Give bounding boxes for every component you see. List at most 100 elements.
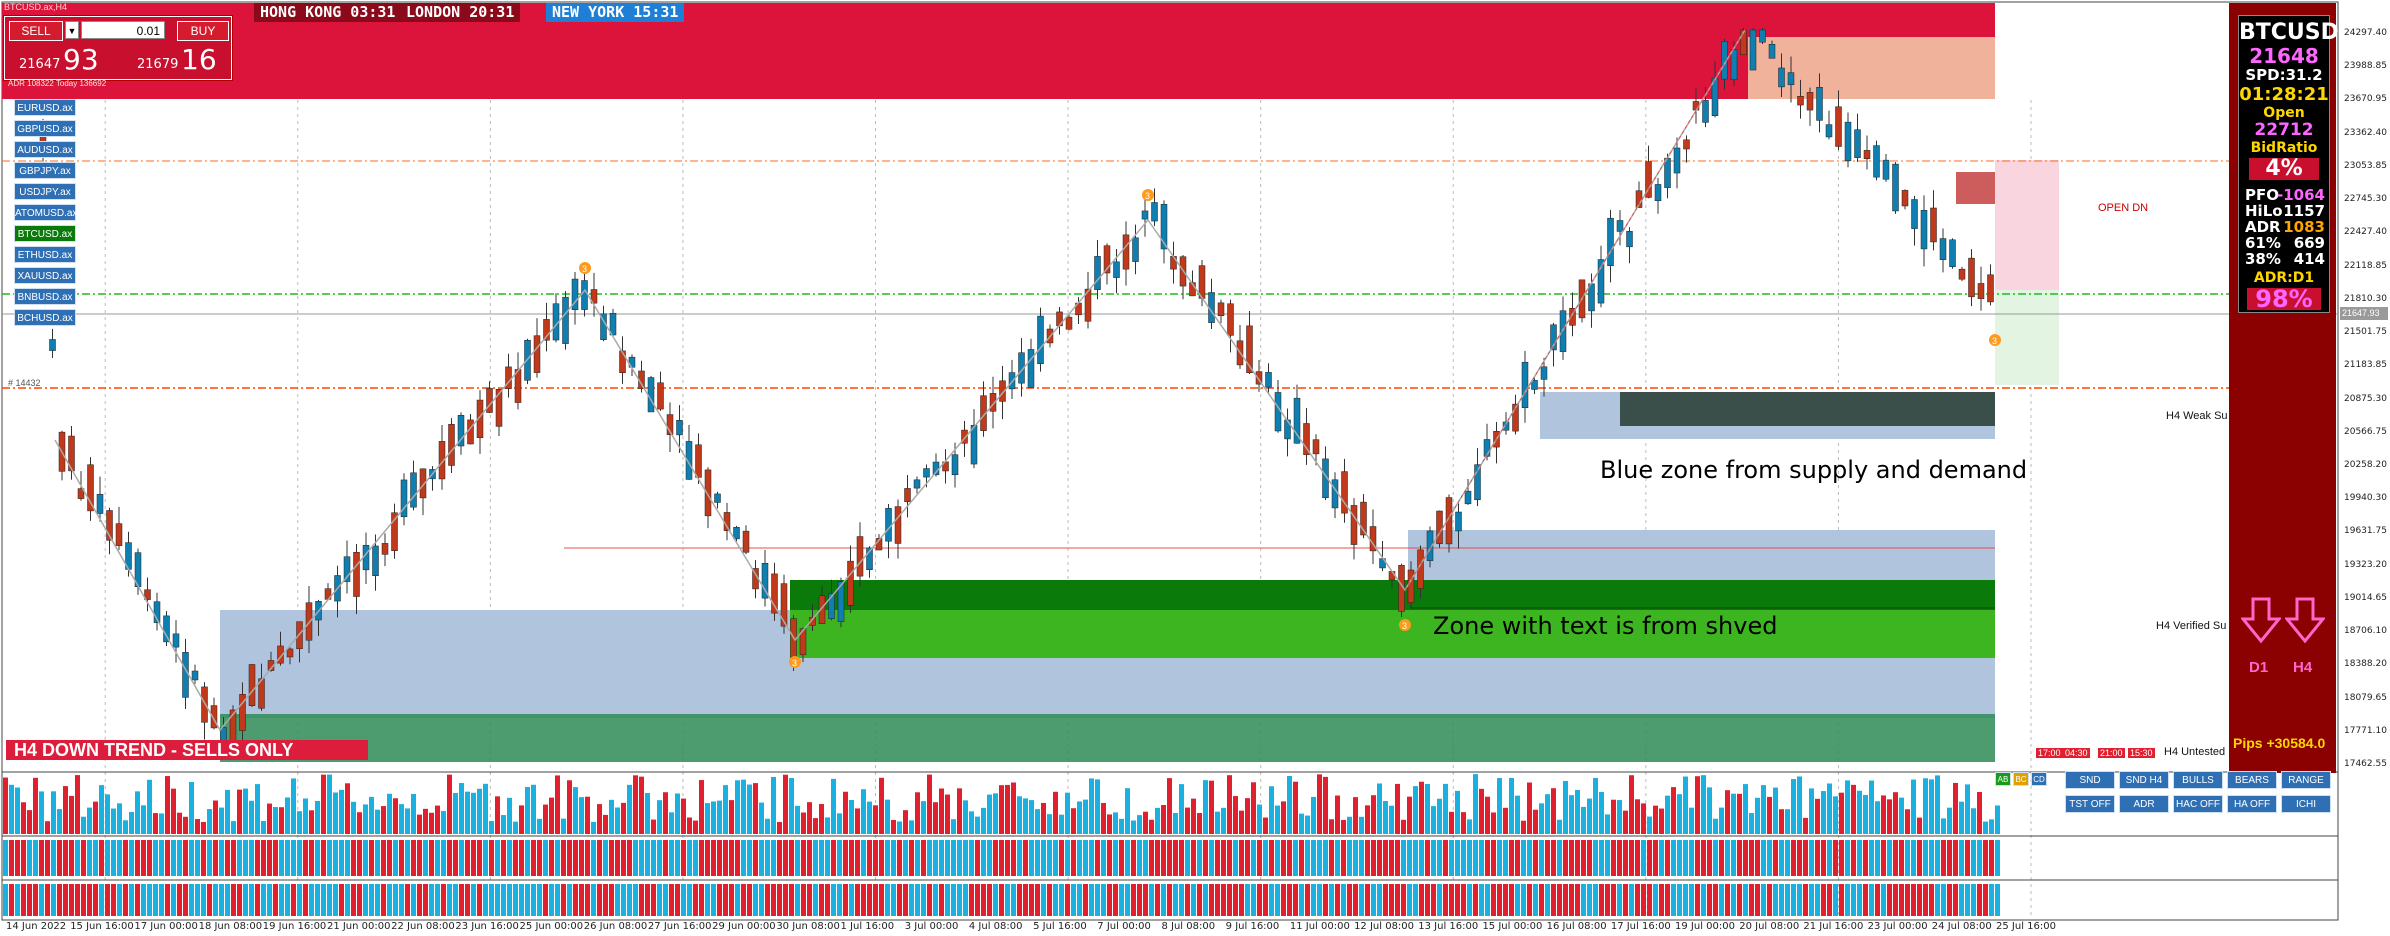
heatmap-cell xyxy=(1089,884,1094,916)
candle-body xyxy=(457,415,465,447)
volume-bar xyxy=(711,801,716,834)
candle-body xyxy=(448,424,455,466)
heatmap-cell xyxy=(705,884,710,916)
heatmap-cell xyxy=(3,840,8,876)
lot-dropdown-arrow-icon[interactable]: ▼ xyxy=(65,21,79,39)
heatmap-cell xyxy=(213,884,218,916)
heatmap-cell xyxy=(351,840,356,876)
volume-bar xyxy=(1185,807,1190,834)
heatmap-cell xyxy=(735,884,740,916)
zigzag-point-marker xyxy=(1989,334,2001,346)
heatmap-cell xyxy=(63,840,68,876)
heatmap-cell xyxy=(837,840,842,876)
sell-button[interactable]: SELL xyxy=(9,21,63,41)
info-box: BTCUSD.a 21648 SPD:31.2 01:28:21 Open 22… xyxy=(2238,15,2362,313)
volume-bar xyxy=(1653,805,1658,834)
symbol-button-ethusd-ax[interactable]: ETHUSD.ax xyxy=(14,246,76,263)
heatmap-cell xyxy=(1653,884,1658,916)
heatmap-cell xyxy=(1953,884,1958,916)
volume-bar xyxy=(231,821,236,834)
heatmap-cell xyxy=(1989,884,1994,916)
heatmap-cell xyxy=(783,840,788,876)
heatmap-cell xyxy=(195,884,200,916)
heatmap-cell xyxy=(1419,840,1424,876)
heatmap-cell xyxy=(189,884,194,916)
heatmap-cell xyxy=(249,884,254,916)
heatmap-cell xyxy=(1431,840,1436,876)
volume-bar xyxy=(1215,811,1220,834)
heatmap-cell xyxy=(801,840,806,876)
heatmap-cell xyxy=(1605,840,1610,876)
pattern-tag-ab[interactable]: AB xyxy=(1995,772,2011,786)
symbol-button-audusd-ax[interactable]: AUDUSD.ax xyxy=(14,141,76,158)
panel-price: 21648 xyxy=(2249,44,2319,68)
volume-bar xyxy=(87,807,92,834)
candle-body xyxy=(714,493,721,503)
heatmap-cell xyxy=(1731,884,1736,916)
indicator-button-tst-off[interactable]: TST OFF xyxy=(2065,795,2115,813)
panel-open-label: Open xyxy=(2263,105,2305,121)
volume-bar xyxy=(1323,776,1328,834)
indicator-button-snd[interactable]: SND xyxy=(2065,771,2115,789)
price-tick-label: 17771.10 xyxy=(2344,725,2387,736)
panel-stat-value: 669 xyxy=(2293,234,2325,252)
volume-bar xyxy=(885,799,890,834)
volume-bar xyxy=(771,777,776,834)
volume-bar xyxy=(747,784,752,834)
heatmap-cell xyxy=(1185,840,1190,876)
heatmap-cell xyxy=(1977,884,1982,916)
volume-bar xyxy=(51,791,56,834)
candle-body xyxy=(201,686,208,723)
symbol-button-gbpusd-ax[interactable]: GBPUSD.ax xyxy=(14,120,76,137)
strength-heatmap-1 xyxy=(3,840,2000,876)
symbol-button-atomusd-ax[interactable]: ATOMUSD.ax xyxy=(14,204,77,221)
heatmap-cell xyxy=(1989,840,1994,876)
untested-zone xyxy=(220,714,1995,762)
symbol-button-eurusd-ax[interactable]: EURUSD.ax xyxy=(14,99,76,116)
pattern-tag-cd[interactable]: CD xyxy=(2031,772,2047,786)
buy-button[interactable]: BUY xyxy=(177,21,229,41)
indicator-button-bears[interactable]: BEARS xyxy=(2227,771,2277,789)
volume-bar xyxy=(801,812,806,834)
indicator-button-range[interactable]: RANGE xyxy=(2281,771,2331,789)
volume-bar xyxy=(681,798,686,834)
volume-bar xyxy=(687,817,692,834)
symbol-button-gbpjpy-ax[interactable]: GBPJPY.ax xyxy=(14,162,76,179)
indicator-button-hac-off[interactable]: HAC OFF xyxy=(2173,795,2223,813)
price-tick-label: 23988.85 xyxy=(2344,61,2387,72)
heatmap-cell xyxy=(1407,840,1412,876)
heatmap-cell xyxy=(189,840,194,876)
indicator-button-snd-h4[interactable]: SND H4 xyxy=(2119,771,2169,789)
heatmap-cell xyxy=(669,840,674,876)
lot-size-input[interactable]: 0.01 xyxy=(81,21,165,39)
volume-bar xyxy=(1659,808,1664,834)
heatmap-cell xyxy=(1005,884,1010,916)
heatmap-cell xyxy=(153,840,158,876)
pattern-tag-bc[interactable]: BC xyxy=(2013,772,2029,786)
symbol-button-usdjpy-ax[interactable]: USDJPY.ax xyxy=(14,183,76,200)
indicator-button-ichi[interactable]: ICHI xyxy=(2281,795,2331,813)
heatmap-cell xyxy=(1077,840,1082,876)
price-tick-label: 23670.95 xyxy=(2344,94,2387,105)
candle-body xyxy=(1911,199,1918,229)
heatmap-cell xyxy=(183,840,188,876)
symbol-button-bchusd-ax[interactable]: BCHUSD.ax xyxy=(14,309,76,326)
heatmap-cell xyxy=(921,840,926,876)
heatmap-cell xyxy=(543,840,548,876)
symbol-button-xauusd-ax[interactable]: XAUUSD.ax xyxy=(14,267,76,284)
heatmap-cell xyxy=(1053,840,1058,876)
heatmap-cell xyxy=(1161,840,1166,876)
symbol-button-btcusd-ax[interactable]: BTCUSD.ax xyxy=(14,225,76,242)
heatmap-cell xyxy=(1455,884,1460,916)
indicator-button-adr[interactable]: ADR xyxy=(2119,795,2169,813)
volume-bar xyxy=(969,811,974,834)
heatmap-cell xyxy=(831,840,836,876)
indicator-button-bulls[interactable]: BULLS xyxy=(2173,771,2223,789)
heatmap-cell xyxy=(285,840,290,876)
indicator-button-ha-off[interactable]: HA OFF xyxy=(2227,795,2277,813)
volume-bar xyxy=(549,797,554,834)
heatmap-cell xyxy=(279,884,284,916)
volume-bar xyxy=(1293,781,1298,834)
symbol-button-bnbusd-ax[interactable]: BNBUSD.ax xyxy=(14,288,76,305)
